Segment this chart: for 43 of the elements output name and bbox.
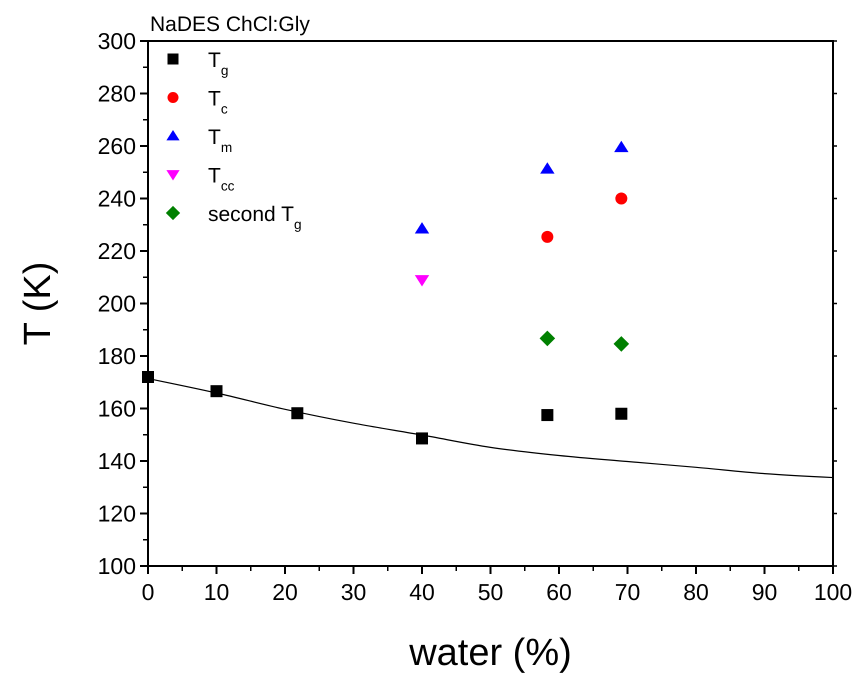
chart-title: NaDES ChCl:Gly xyxy=(150,13,310,36)
point xyxy=(541,409,554,422)
x-tick-label: 70 xyxy=(614,579,640,605)
y-tick-label: 120 xyxy=(98,500,136,526)
point xyxy=(414,222,430,234)
x-tick-label: 80 xyxy=(683,579,709,605)
y-tick-label: 160 xyxy=(98,396,136,422)
y-tick-label: 240 xyxy=(98,186,136,212)
x-tick-label: 60 xyxy=(546,579,572,605)
point xyxy=(541,230,554,243)
x-tick-label: 50 xyxy=(478,579,504,605)
legend-label: second T$_{g}$ xyxy=(208,203,302,232)
legend-label: T$_{m}$ xyxy=(208,126,232,154)
point xyxy=(414,275,430,286)
point xyxy=(614,140,629,152)
x-tick-label: 100 xyxy=(814,579,852,605)
x-tick-label: 10 xyxy=(204,579,230,605)
point xyxy=(615,192,628,204)
point xyxy=(540,330,556,346)
x-axis-title: water (%) xyxy=(408,632,572,674)
y-tick-label: 220 xyxy=(98,238,136,264)
point xyxy=(291,407,304,420)
y-tick-label: 200 xyxy=(98,290,136,316)
point xyxy=(615,408,628,420)
x-tick-label: 0 xyxy=(142,579,154,605)
point xyxy=(416,432,428,444)
legend-label: T$_{cc}$ xyxy=(208,164,235,193)
y-tick-label: 100 xyxy=(98,553,136,579)
point xyxy=(614,336,630,352)
x-tick-label: 40 xyxy=(409,579,435,605)
y-tick-label: 300 xyxy=(98,28,136,54)
y-tick-label: 180 xyxy=(98,343,136,369)
point xyxy=(210,385,222,398)
x-tick-label: 90 xyxy=(752,579,778,605)
x-tick-label: 20 xyxy=(272,579,298,605)
point xyxy=(540,162,555,174)
y-tick-label: 260 xyxy=(98,133,136,159)
y-tick-label: 280 xyxy=(98,80,136,106)
legend-label: T$_{g}$ xyxy=(208,49,228,78)
legend-label: T$_{c}$ xyxy=(208,88,228,116)
x-tick-label: 30 xyxy=(340,579,366,605)
y-tick-label: 140 xyxy=(98,448,136,474)
y-axis-title: T (K) xyxy=(17,262,59,346)
